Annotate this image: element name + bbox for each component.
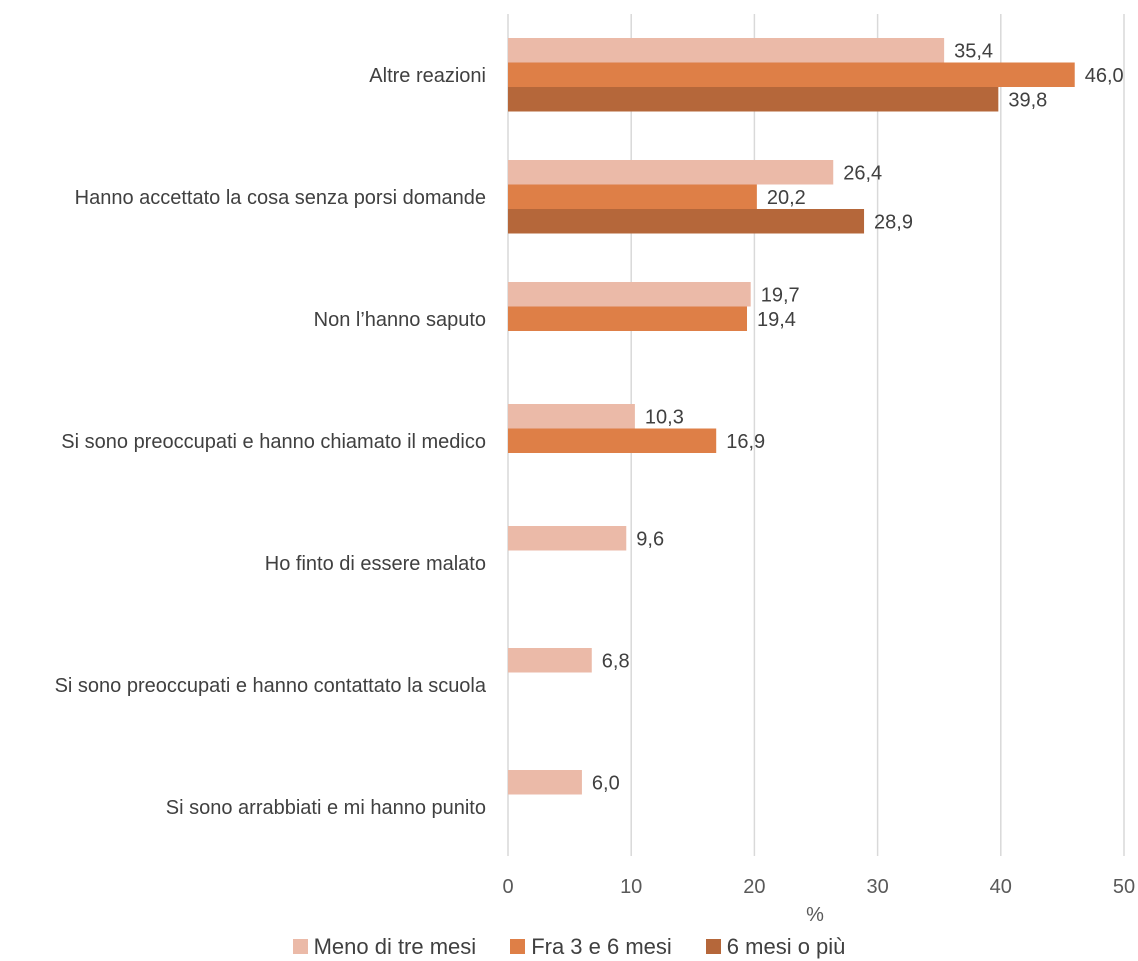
data-label: 10,3 [645, 406, 684, 428]
data-label: 39,8 [1008, 89, 1047, 111]
data-label: 16,9 [726, 431, 765, 453]
legend-item: Fra 3 e 6 mesi [510, 934, 672, 960]
bar [508, 648, 592, 673]
bar [508, 160, 834, 185]
x-tick-label: 0 [502, 876, 513, 898]
category-label: Si sono preoccupati e hanno contattato l… [55, 675, 487, 697]
data-label: 35,4 [954, 40, 993, 62]
legend-swatch [292, 939, 308, 954]
category-label: Altre reazioni [369, 65, 486, 87]
bar [508, 38, 945, 63]
x-tick-label: 10 [620, 876, 642, 898]
bar [508, 526, 627, 551]
x-tick-label: 40 [990, 876, 1012, 898]
category-label: Non l’hanno saputo [314, 309, 486, 331]
category-label: Si sono preoccupati e hanno chiamato il … [61, 431, 486, 453]
category-labels: Altre reazioni Hanno accettato la cosa se… [55, 65, 487, 819]
bar [508, 404, 635, 429]
gridlines [507, 14, 1125, 856]
data-labels: 35,4 46,0 39,8 26,4 20,2 28,9 19,7 19,4 10,3 16,9… [592, 40, 1124, 794]
legend-swatch [510, 939, 526, 954]
data-label: 28,9 [874, 211, 913, 233]
x-tick-labels: 0 10 20 30 40 50 [502, 876, 1135, 898]
x-tick-label: 50 [1113, 876, 1135, 898]
data-label: 26,4 [843, 162, 882, 184]
legend-item: Meno di tre mesi [292, 933, 477, 960]
bar [508, 770, 582, 795]
data-label: 20,2 [767, 187, 806, 209]
legend-label: Fra 3 e 6 mesi [531, 933, 672, 959]
category-label: Hanno accettato la cosa senza porsi doma… [75, 187, 486, 209]
data-label: 19,4 [757, 309, 796, 331]
bar [508, 209, 865, 234]
legend-label: Meno di tre mesi [313, 933, 477, 959]
data-label: 6,0 [592, 772, 620, 794]
bars [508, 38, 1075, 795]
bar [508, 184, 757, 209]
legend-item: 6 mesi o più [705, 933, 846, 960]
legend: Meno di tre mesi Fra 3 e 6 mesi 6 mesi o p… [0, 932, 1138, 961]
x-tick-label: 20 [743, 876, 765, 898]
x-tick-label: 30 [866, 876, 888, 898]
bar [508, 87, 999, 112]
bar [508, 282, 751, 307]
category-label: Ho finto di essere malato [265, 553, 486, 575]
x-axis-label: % [806, 904, 824, 926]
data-label: 9,6 [636, 528, 664, 550]
bar [508, 428, 717, 453]
legend-swatch [705, 939, 721, 954]
bar [508, 62, 1075, 87]
data-label: 6,8 [602, 650, 630, 672]
data-label: 46,0 [1085, 65, 1124, 87]
legend-label: 6 mesi o più [726, 933, 846, 959]
data-label: 19,7 [761, 284, 800, 306]
bar [508, 306, 748, 331]
category-label: Si sono arrabbiati e mi hanno punito [166, 797, 486, 819]
